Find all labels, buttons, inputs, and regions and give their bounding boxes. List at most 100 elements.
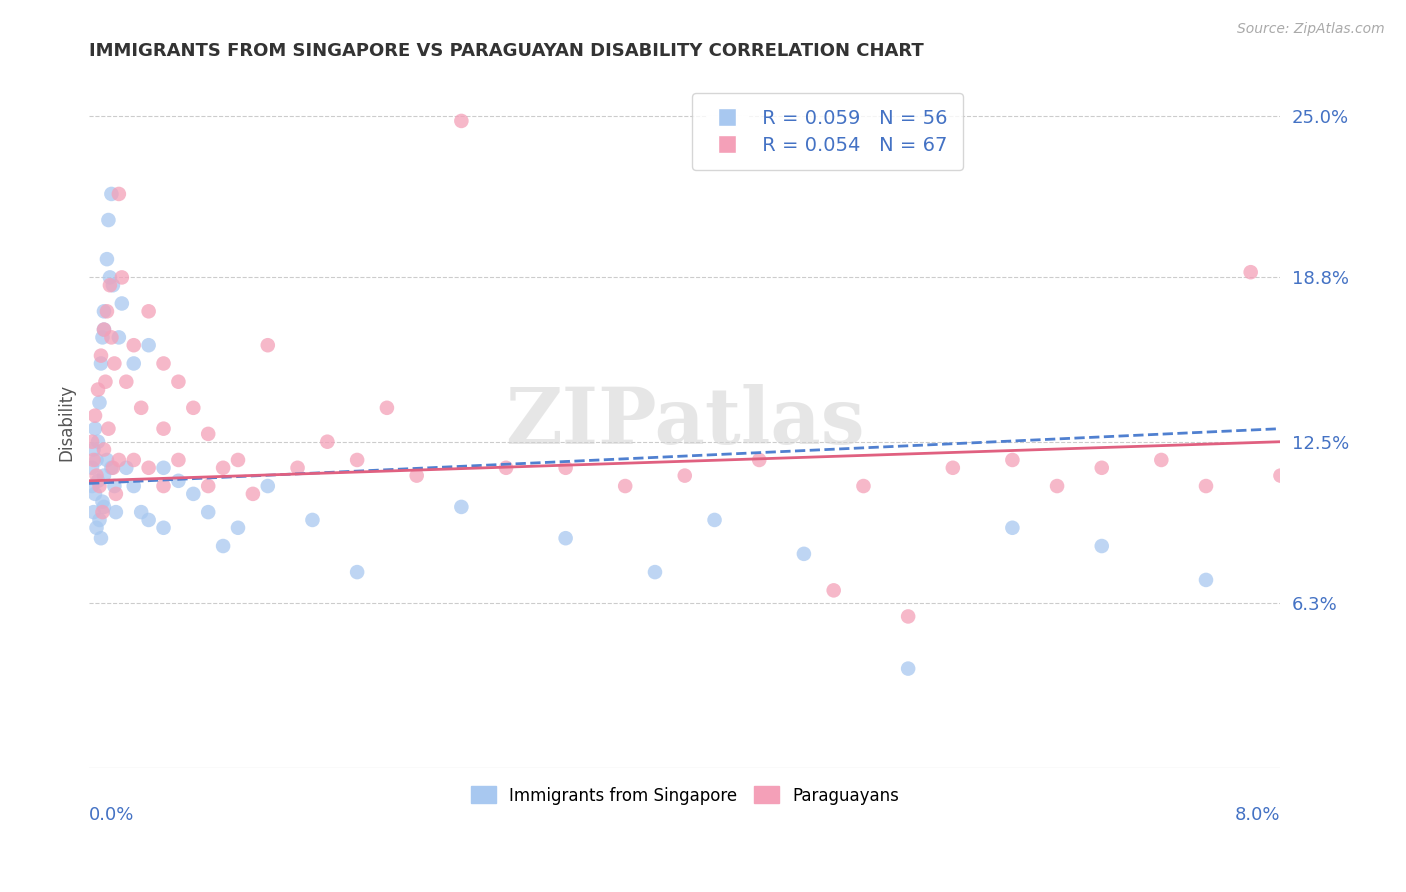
- Point: [100, 186, 122, 201]
- Point: [97, 213, 120, 227]
- Point: [89, 479, 111, 493]
- Point: [138, 304, 160, 318]
- Point: [1388, 468, 1406, 483]
- Point: [405, 468, 427, 483]
- Point: [96, 453, 118, 467]
- Point: [212, 539, 235, 553]
- Text: 0.0%: 0.0%: [89, 805, 135, 823]
- Point: [346, 453, 368, 467]
- Point: [212, 460, 235, 475]
- Point: [129, 401, 152, 415]
- Point: [1001, 521, 1024, 535]
- Point: [115, 460, 138, 475]
- Point: [87, 383, 110, 397]
- Point: [287, 460, 309, 475]
- Point: [1270, 468, 1292, 483]
- Point: [942, 460, 965, 475]
- Point: [450, 500, 472, 514]
- Point: [167, 453, 190, 467]
- Point: [98, 278, 121, 293]
- Point: [80, 434, 103, 449]
- Point: [104, 487, 127, 501]
- Point: [115, 375, 138, 389]
- Point: [1344, 468, 1367, 483]
- Point: [897, 662, 920, 676]
- Point: [1046, 479, 1069, 493]
- Point: [87, 474, 110, 488]
- Point: [84, 487, 107, 501]
- Point: [91, 330, 114, 344]
- Text: Source: ZipAtlas.com: Source: ZipAtlas.com: [1237, 22, 1385, 37]
- Point: [554, 460, 576, 475]
- Point: [301, 513, 323, 527]
- Point: [122, 479, 145, 493]
- Point: [181, 487, 204, 501]
- Point: [152, 356, 174, 370]
- Point: [256, 479, 278, 493]
- Point: [97, 422, 120, 436]
- Point: [1091, 539, 1114, 553]
- Point: [101, 278, 124, 293]
- Point: [138, 513, 160, 527]
- Point: [86, 453, 108, 467]
- Point: [93, 500, 115, 514]
- Point: [346, 565, 368, 579]
- Point: [450, 114, 472, 128]
- Point: [108, 330, 131, 344]
- Point: [226, 521, 249, 535]
- Point: [103, 479, 125, 493]
- Point: [101, 460, 124, 475]
- Point: [152, 422, 174, 436]
- Point: [167, 474, 190, 488]
- Point: [94, 375, 117, 389]
- Point: [83, 505, 105, 519]
- Point: [83, 453, 105, 467]
- Point: [96, 252, 118, 267]
- Point: [108, 186, 131, 201]
- Point: [84, 422, 107, 436]
- Point: [614, 479, 637, 493]
- Point: [91, 494, 114, 508]
- Point: [84, 409, 107, 423]
- Point: [152, 460, 174, 475]
- Point: [181, 401, 204, 415]
- Point: [80, 460, 103, 475]
- Point: [80, 479, 103, 493]
- Text: ZIPatlas: ZIPatlas: [505, 384, 865, 460]
- Point: [93, 442, 115, 457]
- Point: [703, 513, 725, 527]
- Point: [86, 468, 108, 483]
- Point: [1299, 479, 1322, 493]
- Point: [1195, 479, 1218, 493]
- Point: [256, 338, 278, 352]
- Point: [93, 322, 115, 336]
- Point: [93, 304, 115, 318]
- Point: [316, 434, 339, 449]
- Legend:  R = 0.059   N = 56,  R = 0.054   N = 67: R = 0.059 N = 56, R = 0.054 N = 67: [692, 94, 963, 170]
- Point: [100, 460, 122, 475]
- Point: [122, 338, 145, 352]
- Point: [122, 453, 145, 467]
- Point: [644, 565, 666, 579]
- Point: [93, 468, 115, 483]
- Point: [897, 609, 920, 624]
- Point: [1240, 265, 1263, 279]
- Point: [96, 304, 118, 318]
- Point: [152, 479, 174, 493]
- Point: [197, 479, 219, 493]
- Point: [111, 270, 134, 285]
- Point: [103, 356, 125, 370]
- Point: [93, 322, 115, 336]
- Point: [90, 531, 112, 545]
- Point: [138, 460, 160, 475]
- Point: [129, 505, 152, 519]
- Point: [98, 270, 121, 285]
- Point: [495, 460, 517, 475]
- Point: [90, 349, 112, 363]
- Point: [197, 426, 219, 441]
- Point: [197, 505, 219, 519]
- Point: [226, 453, 249, 467]
- Point: [104, 505, 127, 519]
- Point: [86, 521, 108, 535]
- Point: [108, 453, 131, 467]
